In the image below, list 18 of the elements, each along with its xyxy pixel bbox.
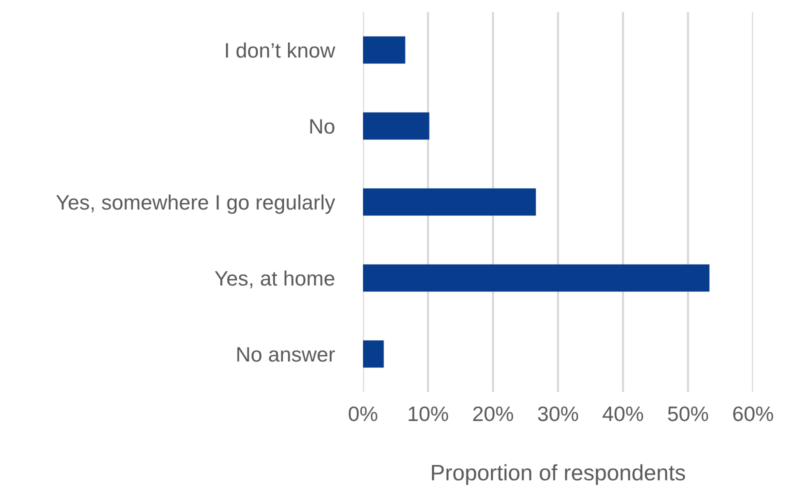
bar [363, 264, 710, 292]
y-tick-label: No answer [237, 347, 335, 362]
x-tick-label: 0% [348, 406, 378, 422]
y-tick-label: Yes, at home [214, 270, 334, 288]
bar [363, 112, 430, 140]
bar [363, 36, 406, 64]
x-tick-label: 30% [538, 406, 578, 422]
y-tick-label: Yes, somewhere I go regularly [56, 194, 336, 214]
x-tick-label: 10% [408, 406, 448, 422]
x-axis-title: Proportion of respondents [432, 464, 686, 485]
y-tick-label: I don’t know [226, 42, 336, 58]
x-tick-label: 50% [668, 406, 708, 422]
bar [363, 188, 536, 216]
x-tick-label: 40% [602, 406, 644, 422]
bar [363, 340, 384, 368]
x-tick-label: 60% [733, 406, 774, 422]
x-tick-label: 20% [473, 406, 514, 422]
y-tick-label: No [310, 119, 334, 134]
